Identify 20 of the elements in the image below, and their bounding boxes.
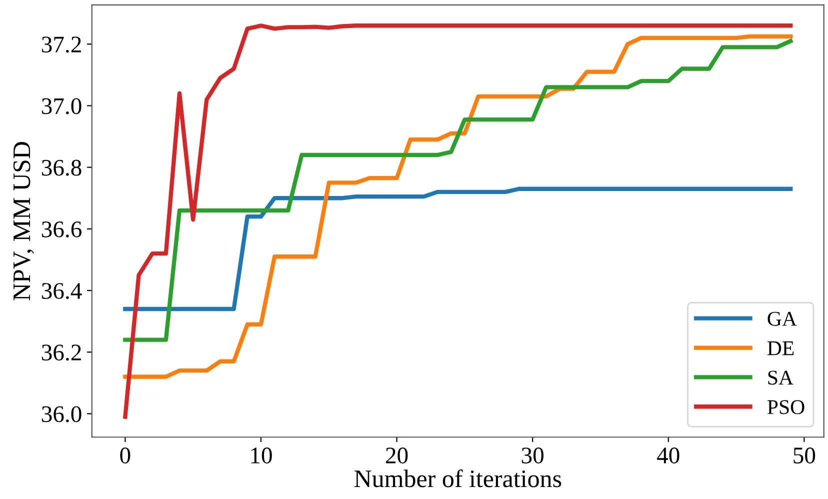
y-tick-label: 36.2 — [42, 344, 81, 361]
x-tick-label: 20 — [386, 448, 408, 464]
x-tick-label: 10 — [251, 448, 272, 464]
y-axis-title: NPV, MM USD — [13, 142, 34, 300]
legend-label: GA — [768, 312, 797, 326]
legend-label: SA — [768, 370, 794, 385]
x-tick-label: 30 — [522, 448, 544, 464]
line-series — [123, 186, 793, 312]
x-tick-label: 50 — [794, 448, 816, 464]
legend-label: PSO — [767, 400, 804, 414]
x-tick-label: 0 — [120, 448, 130, 464]
y-tick-label: 36.4 — [42, 283, 82, 300]
y-tick-label: 36.0 — [42, 406, 82, 422]
y-tick-label: 37.0 — [42, 98, 82, 114]
y-tick-label: 36.8 — [42, 160, 82, 176]
legend-label: DE — [767, 341, 794, 356]
y-tick-label: 36.6 — [42, 221, 82, 238]
x-tick-label: 40 — [657, 448, 680, 464]
y-tick-label: 37.2 — [42, 36, 81, 53]
x-axis-title: Number of iterations — [354, 469, 562, 488]
